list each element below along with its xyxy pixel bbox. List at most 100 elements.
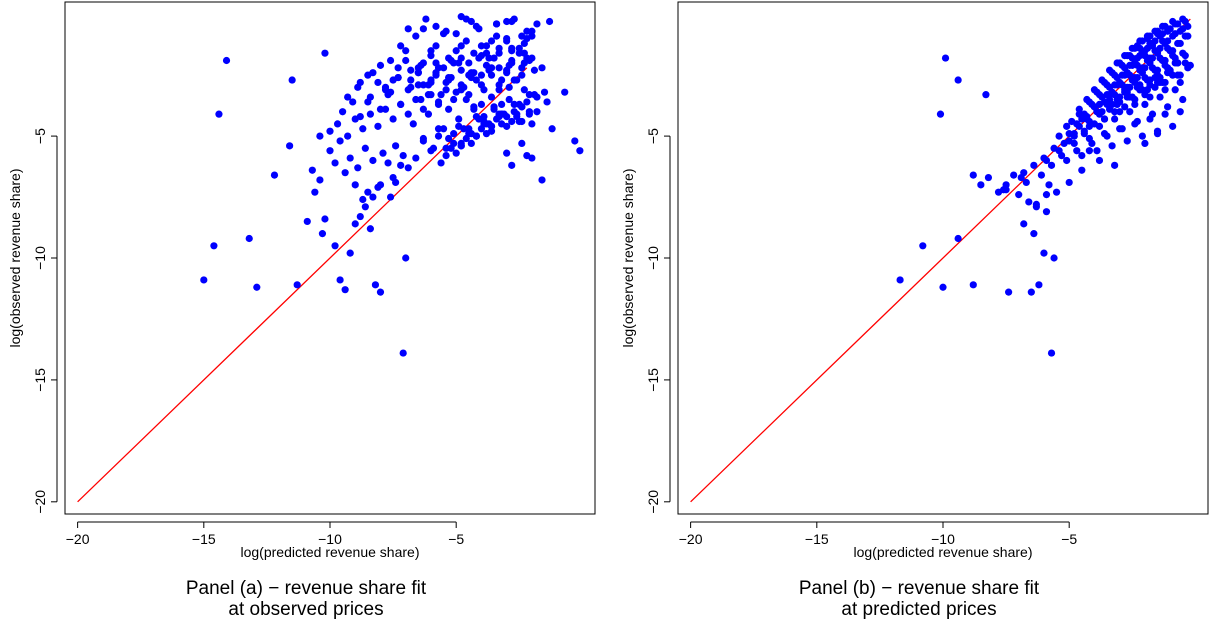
- panel-sublabel: at predicted prices: [841, 599, 997, 620]
- scatter-point: [1143, 34, 1152, 43]
- scatter-point: [1063, 122, 1071, 130]
- scatter-point: [487, 93, 496, 101]
- scatter-point: [508, 161, 516, 169]
- scatter-point: [538, 176, 546, 184]
- scatter-point: [982, 91, 990, 99]
- scatter-point: [404, 25, 412, 33]
- scatter-point: [495, 64, 503, 72]
- x-tick-label: −20: [679, 531, 703, 547]
- scatter-point: [419, 134, 427, 143]
- scatter-point: [1030, 161, 1038, 169]
- scatter-point: [1080, 110, 1088, 118]
- scatter-point: [293, 281, 301, 289]
- scatter-point: [1010, 171, 1018, 179]
- scatter-point: [452, 88, 460, 96]
- scatter-point: [1174, 39, 1182, 48]
- scatter-point: [528, 120, 536, 128]
- scatter-point: [1148, 110, 1157, 118]
- scatter-point: [316, 132, 324, 140]
- scatter-point: [1047, 349, 1056, 357]
- scatter-point: [498, 76, 506, 84]
- scatter-point: [407, 76, 415, 84]
- scatter-point: [349, 98, 357, 106]
- scatter-point: [354, 164, 362, 172]
- scatter-point: [533, 93, 541, 101]
- y-tick-label: −20: [645, 490, 661, 514]
- scatter-point: [381, 105, 390, 113]
- scatter-point: [1093, 147, 1101, 155]
- scatter-point: [1042, 156, 1051, 165]
- scatter-point: [404, 86, 412, 94]
- scatter-point: [1111, 115, 1119, 123]
- scatter-point: [1085, 147, 1093, 155]
- scatter-point: [434, 132, 443, 140]
- scatter-point: [402, 254, 410, 262]
- scatter-point: [465, 59, 473, 67]
- scatter-point: [303, 217, 311, 226]
- scatter-point: [392, 142, 400, 150]
- scatter-point: [492, 32, 501, 40]
- scatter-panel-a: −20 −15 −10 −5 −5 −10 −15 −20 log(predicted reve…: [0, 0, 612, 628]
- scatter-point: [1030, 230, 1038, 238]
- scatter-point: [270, 171, 279, 179]
- scatter-point: [969, 281, 977, 289]
- scatter-point: [326, 147, 334, 155]
- scatter-point: [414, 64, 422, 72]
- scatter-point: [457, 142, 465, 150]
- scatter-point: [495, 44, 503, 52]
- scatter-point: [452, 30, 460, 38]
- scatter-point: [321, 49, 329, 57]
- scatter-point: [492, 20, 501, 28]
- scatter-point: [503, 17, 511, 26]
- scatter-point: [1118, 61, 1126, 69]
- scatter-point: [969, 171, 977, 179]
- scatter-point: [1184, 61, 1192, 69]
- scatter-point: [344, 132, 352, 140]
- scatter-point: [364, 188, 372, 196]
- scatter-point: [1153, 30, 1162, 38]
- scatter-point: [1052, 188, 1061, 196]
- scatter-point: [442, 144, 450, 152]
- scatter-point: [1015, 191, 1023, 199]
- scatter-point: [525, 108, 533, 116]
- scatter-point: [954, 76, 962, 84]
- scatter-point: [457, 66, 465, 74]
- scatter-point: [523, 54, 531, 62]
- scatter-point: [503, 34, 511, 43]
- scatter-point: [1090, 86, 1099, 94]
- scatter-point: [548, 125, 556, 133]
- scatter-point: [288, 76, 296, 84]
- scatter-point: [419, 105, 427, 113]
- scatter-point: [412, 154, 420, 162]
- scatter-point: [402, 47, 410, 55]
- scatter-point: [414, 81, 422, 89]
- scatter-point: [530, 66, 539, 74]
- scatter-point: [374, 122, 382, 130]
- scatter-point: [397, 42, 405, 50]
- scatter-point: [427, 47, 435, 55]
- scatter-point: [424, 110, 433, 118]
- scatter-point: [462, 15, 470, 23]
- scatter-point: [475, 115, 483, 123]
- scatter-point: [404, 110, 412, 118]
- scatter-point: [1133, 117, 1141, 126]
- scatter-point: [896, 276, 904, 284]
- scatter-point: [399, 349, 407, 357]
- scatter-point: [447, 144, 455, 152]
- scatter-point: [437, 159, 445, 167]
- panel-sublabel: at observed prices: [228, 599, 384, 620]
- scatter-point: [331, 159, 339, 167]
- scatter-point: [994, 188, 1003, 196]
- scatter-point: [485, 54, 493, 62]
- scatter-point: [364, 71, 372, 79]
- scatter-point: [1083, 95, 1091, 104]
- y-tick-label: −10: [32, 246, 48, 270]
- scatter-point: [1025, 198, 1033, 206]
- scatter-point: [545, 17, 554, 26]
- scatter-point: [419, 25, 427, 33]
- x-axis-label: log(predicted revenue share): [241, 544, 420, 560]
- scatter-point: [432, 42, 440, 50]
- scatter-point: [1050, 144, 1058, 152]
- scatter-point: [518, 139, 526, 148]
- scatter-point: [482, 42, 491, 50]
